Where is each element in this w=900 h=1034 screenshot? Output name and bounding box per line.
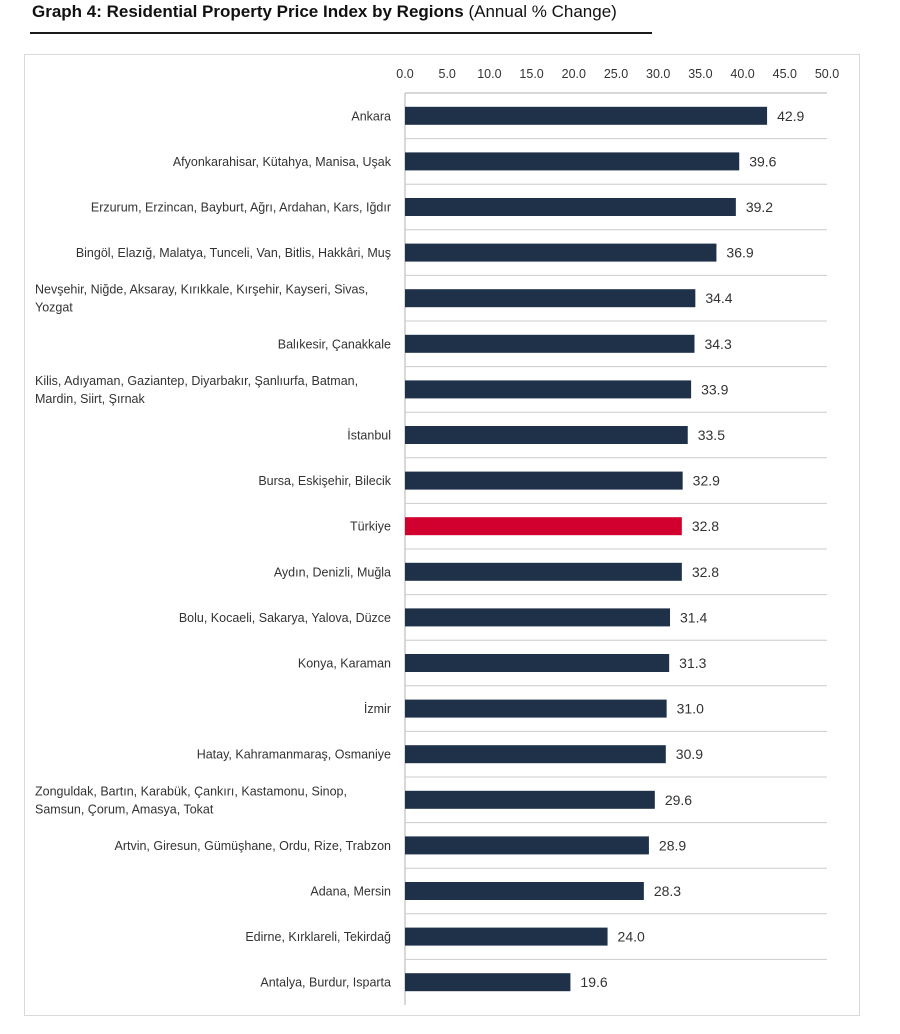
bar [405,152,740,171]
category-label-line: Kilis, Adıyaman, Gaziantep, Diyarbakır, … [35,374,358,388]
category-label: Antalya, Burdur, Isparta [260,976,391,990]
category-label: Aydın, Denizli, Muğla [274,565,391,579]
bar [405,927,608,946]
chart-frame [24,54,860,1016]
category-label-line: Zonguldak, Bartın, Karabük, Çankırı, Kas… [35,784,347,798]
category-label: Kilis, Adıyaman, Gaziantep, Diyarbakır, … [35,374,358,406]
value-label: 42.9 [777,108,804,124]
value-label: 32.8 [692,518,719,534]
category-label: Erzurum, Erzincan, Bayburt, Ağrı, Ardaha… [91,201,391,215]
value-label: 34.3 [704,336,731,352]
category-label: İstanbul [347,429,391,443]
x-tick-label: 40.0 [730,67,754,81]
value-label: 31.4 [680,609,707,625]
category-label: Adana, Mersin [310,885,391,899]
category-label: Edirne, Kırklareli, Tekirdağ [245,930,391,944]
value-label: 32.8 [692,564,719,580]
bar [405,790,655,809]
value-label: 39.2 [746,199,773,215]
category-label: Hatay, Kahramanmaraş, Osmaniye [197,748,391,762]
title-underline [30,32,652,34]
x-tick-label: 0.0 [396,67,413,81]
category-label: İzmir [364,702,391,716]
category-label: Bolu, Kocaeli, Sakarya, Yalova, Düzce [179,611,391,625]
bar [405,334,695,353]
category-label: Türkiye [350,520,391,534]
value-label: 30.9 [676,746,703,762]
category-label: Zonguldak, Bartın, Karabük, Çankırı, Kas… [35,784,347,816]
value-label: 34.4 [705,290,732,306]
value-label: 28.9 [659,837,686,853]
x-tick-label: 5.0 [439,67,456,81]
x-tick-label: 15.0 [519,67,543,81]
bar [405,973,571,992]
category-label: Nevşehir, Niğde, Aksaray, Kırıkkale, Kır… [35,283,368,315]
bar [405,243,717,262]
category-label: Bingöl, Elazığ, Malatya, Tunceli, Van, B… [76,246,391,260]
bar [405,654,670,672]
bar [405,471,683,490]
category-label: Artvin, Giresun, Gümüşhane, Ordu, Rize, … [114,839,391,853]
bar [405,426,688,444]
bar [405,562,682,581]
value-label: 31.0 [677,701,704,717]
x-tick-label: 30.0 [646,67,670,81]
category-label-line: Mardin, Siirt, Şırnak [35,392,146,406]
chart-title-main: Graph 4: Residential Property Price Inde… [32,2,464,21]
bar [405,608,671,627]
bar [405,106,768,125]
bar [405,882,644,900]
chart-title-subtitle: (Annual % Change) [468,2,617,21]
category-label: Konya, Karaman [298,657,391,671]
category-label-line: Nevşehir, Niğde, Aksaray, Kırıkkale, Kır… [35,283,368,297]
x-tick-label: 10.0 [477,67,501,81]
bar [405,517,682,536]
x-tick-label: 45.0 [773,67,797,81]
bar [405,745,666,764]
bar [405,380,692,399]
value-label: 32.9 [693,473,720,489]
value-label: 31.3 [679,655,706,671]
value-label: 39.6 [749,153,776,169]
bar [405,836,649,855]
chart-title: Graph 4: Residential Property Price Inde… [32,2,617,22]
category-label: Balıkesir, Çanakkale [278,337,391,351]
category-label: Bursa, Eskişehir, Bilecik [258,474,391,488]
x-tick-label: 20.0 [562,67,586,81]
value-label: 33.9 [701,381,728,397]
x-tick-label: 35.0 [688,67,712,81]
x-tick-label: 50.0 [815,67,839,81]
bar [405,289,696,308]
value-label: 29.6 [665,792,692,808]
value-label: 36.9 [726,245,753,261]
value-label: 19.6 [580,974,607,990]
category-label: Ankara [351,109,391,123]
value-label: 28.3 [654,883,681,899]
bar [405,699,667,718]
value-label: 24.0 [618,929,645,945]
category-label-line: Yozgat [35,301,73,315]
value-label: 33.5 [698,427,725,443]
category-label: Afyonkarahisar, Kütahya, Manisa, Uşak [173,155,392,169]
bar [405,198,736,216]
category-label-line: Samsun, Çorum, Amasya, Tokat [35,802,214,816]
x-tick-label: 25.0 [604,67,628,81]
